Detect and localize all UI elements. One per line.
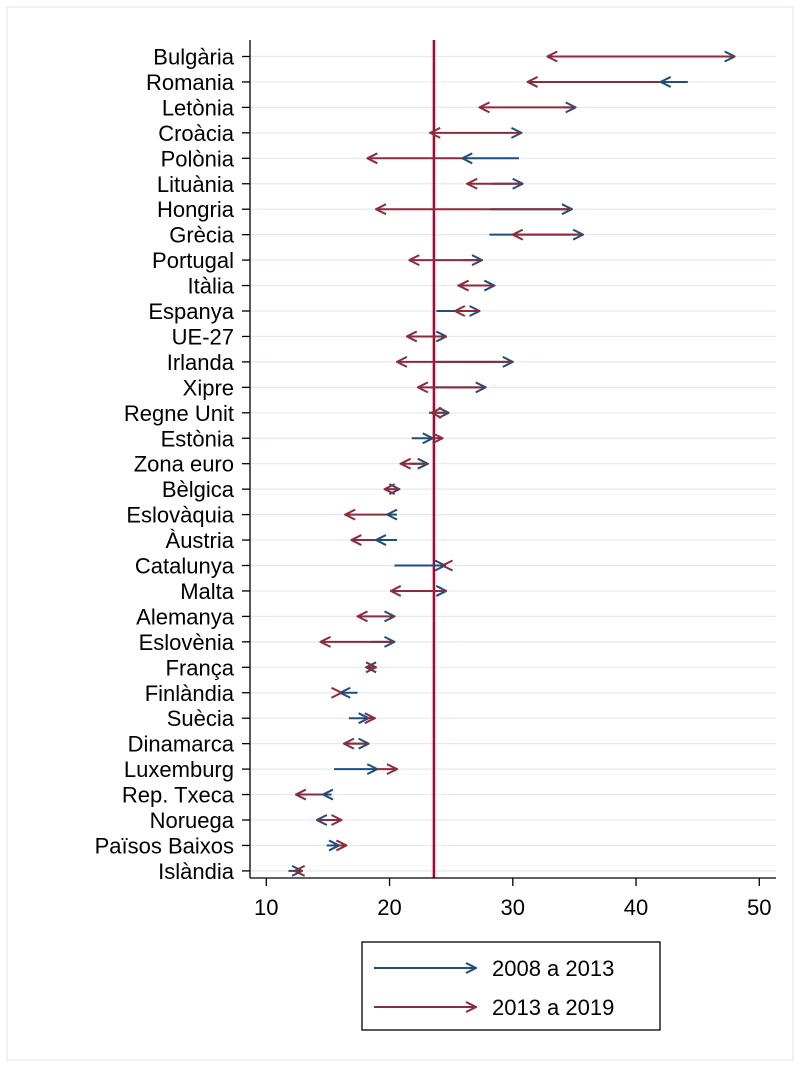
category-label: Espanya: [148, 299, 234, 324]
legend-label-2008-2013: 2008 a 2013: [492, 956, 614, 981]
category-label: Rep. Txeca: [122, 783, 235, 808]
category-labels: BulgàriaRomaniaLetòniaCroàciaPolòniaLitu…: [95, 45, 235, 884]
category-label: Xipre: [183, 375, 234, 400]
category-label: Itàlia: [188, 274, 235, 299]
category-label: Luxemburg: [124, 757, 234, 782]
category-label: Islàndia: [158, 859, 235, 884]
x-tick-label: 50: [747, 895, 771, 920]
category-label: Portugal: [152, 248, 234, 273]
category-label: Bulgària: [153, 45, 234, 70]
category-label: Polònia: [161, 146, 235, 171]
category-label: Malta: [180, 579, 235, 604]
x-tick-label: 40: [624, 895, 648, 920]
category-label: Catalunya: [135, 554, 235, 579]
category-label: Regne Unit: [124, 401, 234, 426]
category-label: UE-27: [172, 324, 234, 349]
category-label: Lituània: [157, 172, 235, 197]
axes: 10 20 30 40 50: [242, 40, 776, 920]
category-label: Irlanda: [167, 350, 235, 375]
category-label: Noruega: [150, 808, 235, 833]
category-label: Hongria: [157, 197, 235, 222]
category-label: Eslovàquia: [126, 503, 234, 528]
category-label: Romania: [146, 70, 235, 95]
category-label: França: [166, 655, 235, 680]
legend-box: [361, 941, 661, 1031]
legend-label-2013-2019: 2013 a 2019: [492, 995, 614, 1020]
category-label: Letònia: [162, 95, 235, 120]
legend: 2008 a 2013 2013 a 2019: [361, 941, 661, 1031]
arrow-marks: [288, 57, 734, 871]
outer-frame: [6, 6, 794, 1061]
x-tick-label: 10: [254, 895, 278, 920]
category-label: Alemanya: [136, 604, 235, 629]
x-tick-label: 30: [501, 895, 525, 920]
category-label: Finlàndia: [145, 681, 235, 706]
category-label: Croàcia: [158, 121, 235, 146]
category-label: Zona euro: [134, 452, 234, 477]
category-label: Eslovènia: [139, 630, 235, 655]
category-label: Països Baixos: [95, 833, 234, 858]
category-label: Dinamarca: [128, 732, 235, 757]
category-label: Bèlgica: [162, 477, 235, 502]
category-label: Àustria: [166, 528, 235, 553]
category-label: Suècia: [167, 706, 235, 731]
x-tick-label: 20: [377, 895, 401, 920]
category-label: Grècia: [169, 223, 235, 248]
category-label: Estònia: [161, 426, 235, 451]
